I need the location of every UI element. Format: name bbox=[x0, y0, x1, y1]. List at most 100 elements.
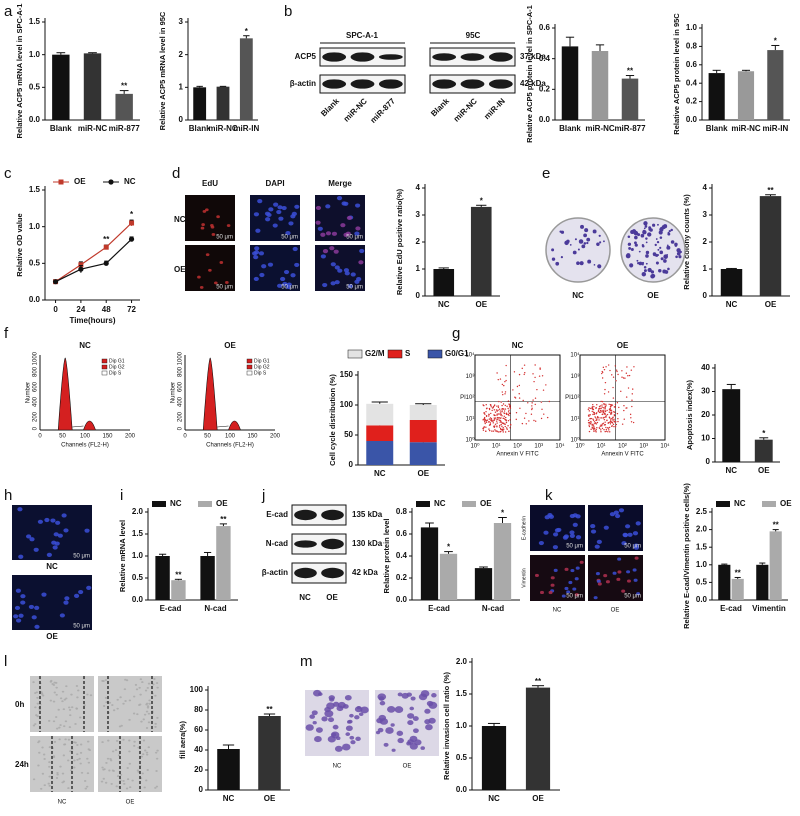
y-tick-label: 2.0 bbox=[456, 657, 468, 666]
cell bbox=[137, 771, 140, 773]
cell bbox=[61, 781, 64, 784]
cell bbox=[48, 719, 51, 722]
cell bbox=[331, 231, 338, 236]
event bbox=[483, 416, 486, 419]
event bbox=[613, 425, 615, 428]
cell bbox=[52, 683, 56, 686]
event bbox=[508, 414, 510, 417]
event bbox=[493, 409, 496, 411]
event bbox=[617, 420, 619, 423]
event bbox=[485, 421, 488, 423]
cell bbox=[52, 756, 56, 759]
event bbox=[604, 410, 607, 413]
event bbox=[502, 393, 504, 396]
cell bbox=[603, 574, 608, 578]
event bbox=[615, 380, 617, 382]
cell bbox=[79, 762, 82, 765]
event bbox=[483, 418, 486, 420]
cell bbox=[143, 713, 147, 716]
cell bbox=[73, 766, 76, 769]
cell bbox=[63, 528, 69, 533]
cell bbox=[378, 696, 385, 701]
colony bbox=[659, 236, 663, 239]
cell bbox=[280, 276, 286, 282]
cell bbox=[102, 705, 106, 707]
event bbox=[489, 422, 492, 424]
cell bbox=[360, 706, 369, 714]
colony bbox=[643, 269, 647, 273]
cell bbox=[344, 271, 350, 276]
cell bbox=[225, 281, 229, 284]
flow-tick: 10² bbox=[513, 444, 522, 450]
cell bbox=[126, 767, 129, 769]
cell bbox=[155, 785, 159, 788]
cell bbox=[146, 686, 149, 689]
significance: ** bbox=[175, 570, 182, 579]
y-tick-label: 2 bbox=[416, 237, 421, 246]
cell bbox=[226, 224, 231, 227]
cell bbox=[139, 693, 142, 696]
bar bbox=[731, 578, 744, 600]
event bbox=[512, 389, 514, 391]
event bbox=[593, 421, 596, 423]
cell bbox=[31, 615, 37, 620]
cell bbox=[347, 284, 354, 289]
cell bbox=[325, 231, 332, 236]
cell bbox=[540, 590, 545, 595]
cell bbox=[58, 726, 61, 729]
cell bbox=[635, 521, 641, 526]
event bbox=[603, 368, 606, 371]
event bbox=[534, 403, 536, 406]
event bbox=[532, 373, 534, 375]
event bbox=[610, 419, 612, 421]
event bbox=[587, 408, 590, 411]
colony bbox=[676, 248, 681, 253]
event bbox=[615, 421, 617, 423]
cell bbox=[200, 226, 205, 230]
event bbox=[603, 393, 606, 395]
y-axis-label: Relative colony counts (%) bbox=[682, 194, 691, 290]
blot-band bbox=[294, 509, 317, 521]
cell bbox=[34, 605, 40, 610]
bar bbox=[722, 389, 741, 462]
event bbox=[502, 403, 505, 405]
event bbox=[542, 389, 545, 391]
cell bbox=[332, 701, 340, 707]
flow-legend-swatch bbox=[101, 370, 108, 376]
cell bbox=[147, 712, 151, 715]
flow-tick: 10⁴ bbox=[465, 352, 475, 359]
event bbox=[507, 419, 510, 422]
blot-band bbox=[432, 53, 457, 61]
event bbox=[626, 366, 628, 368]
significance: ** bbox=[627, 67, 634, 76]
blot-band bbox=[488, 79, 513, 89]
flow-title: NC bbox=[512, 341, 524, 350]
cell bbox=[145, 751, 149, 754]
bar bbox=[258, 716, 281, 790]
y-tick-label: 0.6 bbox=[686, 60, 698, 69]
scale-bar-label: 50 μm bbox=[346, 235, 363, 241]
significance: ** bbox=[266, 705, 273, 714]
lane-label: Blank bbox=[319, 96, 341, 118]
cell bbox=[145, 710, 149, 713]
event bbox=[613, 418, 615, 420]
flow-tick: 10² bbox=[571, 395, 580, 401]
event bbox=[500, 401, 502, 403]
cell bbox=[138, 686, 141, 689]
cell bbox=[119, 696, 122, 699]
cell bbox=[391, 748, 396, 752]
x-tick-label: E-cad bbox=[428, 604, 450, 613]
image-column-label: DAPI bbox=[265, 179, 284, 188]
event bbox=[588, 407, 590, 409]
bar bbox=[756, 564, 769, 600]
cell bbox=[41, 772, 45, 775]
event bbox=[534, 376, 536, 379]
cell bbox=[76, 744, 79, 746]
bar bbox=[481, 726, 507, 790]
cell bbox=[155, 770, 158, 772]
event bbox=[613, 414, 616, 417]
event bbox=[508, 430, 510, 433]
event bbox=[498, 426, 501, 428]
panel-letter: g bbox=[452, 325, 460, 342]
event bbox=[530, 413, 533, 415]
